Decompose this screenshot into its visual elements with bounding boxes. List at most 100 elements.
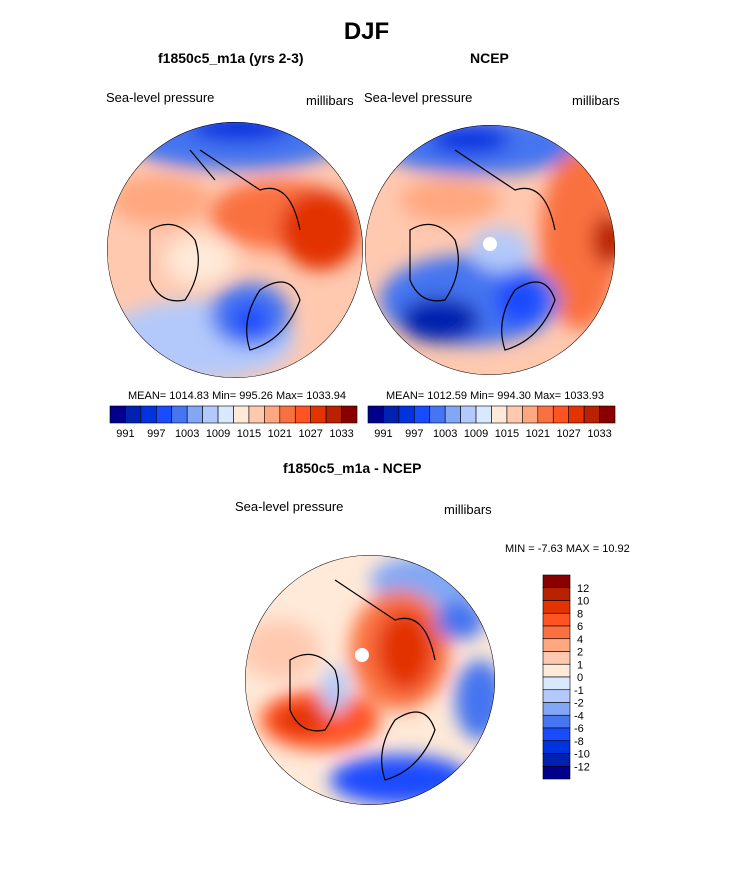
colorbar-box (264, 405, 281, 424)
colorbar-tick-label: 991 (374, 428, 392, 440)
colorbar-panel1: 991 997 1003 1009 1015 1021 1027 1033 (109, 405, 358, 440)
colorbar-tick-label: 991 (116, 428, 134, 440)
colorbar-box (444, 405, 461, 424)
colorbar-box (233, 405, 250, 424)
colorbar-tick-label: 1033 (329, 428, 353, 440)
colorbar-tick-label: -8 (574, 736, 584, 748)
colorbar-box (542, 740, 571, 754)
colorbar-tick-label: 1009 (206, 428, 230, 440)
colorbar-tick-label: 1033 (587, 428, 611, 440)
colorbar-box (542, 587, 571, 601)
colorbar-tick-label: -12 (574, 761, 590, 773)
colorbar-box (202, 405, 219, 424)
colorbar-box (537, 405, 554, 424)
panel1-title: f1850c5_m1a (yrs 2-3) (158, 50, 304, 66)
colorbar-tick-label: 1015 (495, 428, 519, 440)
colorbar-box (542, 574, 571, 589)
colorbar-box (217, 405, 234, 424)
colorbar-tick-label: 10 (577, 596, 589, 608)
colorbar-tick-label: 0 (577, 672, 583, 684)
colorbar-box (542, 663, 571, 678)
colorbar-box (140, 405, 157, 424)
colorbar-box (542, 612, 571, 627)
colorbar-box (125, 405, 142, 424)
colorbar-tick-label: 1009 (464, 428, 488, 440)
colorbar-box (542, 638, 571, 652)
colorbar-box (542, 625, 571, 640)
colorbar-box (583, 405, 600, 424)
colorbar-box (367, 405, 384, 424)
figure-title: DJF (343, 18, 390, 45)
panel3-left-label: Sea-level pressure (235, 499, 344, 514)
panel3-title: f1850c5_m1a - NCEP (283, 460, 422, 476)
colorbar-box (429, 405, 446, 424)
colorbar-box (171, 405, 188, 424)
panel1-map (107, 122, 363, 378)
colorbar-box (568, 405, 585, 424)
colorbar-box (542, 702, 571, 716)
colorbar-box (325, 405, 342, 424)
colorbar-box (294, 405, 311, 424)
colorbar-tick-label: -1 (574, 685, 584, 697)
colorbar-box (542, 689, 571, 703)
colorbar-box (542, 727, 571, 742)
colorbar-tick-label: 12 (577, 583, 589, 595)
panel2-left-label: Sea-level pressure (364, 90, 473, 105)
colorbar-tick-label: 8 (577, 608, 583, 620)
colorbar-box (542, 714, 571, 729)
colorbar-box (542, 651, 571, 665)
colorbar-box (156, 405, 173, 424)
colorbar-box (552, 405, 569, 424)
colorbar-box (109, 405, 126, 424)
panel2-map (365, 125, 615, 375)
panel2-stats: MEAN= 1012.59 Min= 994.30 Max= 1033.93 (386, 390, 605, 402)
panel1-left-label: Sea-level pressure (106, 90, 215, 105)
colorbar-tick-label: 1003 (433, 428, 457, 440)
colorbar-box (341, 405, 358, 424)
colorbar-tick-label: -10 (574, 749, 590, 761)
colorbar-tick-label: -4 (574, 710, 584, 722)
colorbar-box (542, 676, 571, 691)
colorbar-tick-label: 1 (577, 659, 583, 671)
colorbar-tick-label: 1027 (298, 428, 322, 440)
colorbar-tick-label: 2 (577, 647, 583, 659)
colorbar-box (186, 405, 203, 424)
panel2-right-label: millibars (572, 93, 620, 108)
colorbar-box (506, 405, 523, 424)
colorbar-box (599, 405, 616, 424)
colorbar-tick-label: 997 (147, 428, 165, 440)
panel1-stats: MEAN= 1014.83 Min= 995.26 Max= 1033.94 (128, 390, 347, 402)
colorbar-tick-label: -2 (574, 698, 584, 710)
panel1-right-label: millibars (306, 93, 354, 108)
colorbar-box (460, 405, 477, 424)
colorbar-tick-label: 1027 (556, 428, 580, 440)
colorbar-tick-label: 1003 (175, 428, 199, 440)
colorbar-box (491, 405, 508, 424)
panel3-map (245, 555, 495, 805)
colorbar-box (542, 765, 571, 780)
colorbar-tick-label: 1021 (268, 428, 292, 440)
colorbar-tick-label: 6 (577, 621, 583, 633)
colorbar-panel2: 991 997 1003 1009 1015 1021 1027 1033 (367, 405, 616, 440)
panel2-title: NCEP (470, 50, 509, 66)
colorbar-box (522, 405, 539, 424)
colorbar-box (310, 405, 327, 424)
colorbar-box (279, 405, 296, 424)
panel3-right-label: millibars (444, 502, 492, 517)
panel3-stats: MIN = -7.63 MAX = 10.92 (505, 543, 630, 555)
colorbar-box (475, 405, 492, 424)
colorbar-tick-label: 1015 (237, 428, 261, 440)
colorbar-box (383, 405, 400, 424)
colorbar-box (414, 405, 431, 424)
colorbar-box (542, 600, 571, 614)
colorbar-box (542, 753, 571, 767)
colorbar-tick-label: 4 (577, 634, 583, 646)
colorbar-tick-label: 997 (405, 428, 423, 440)
colorbar-box (248, 405, 265, 424)
colorbar-tick-label: -6 (574, 723, 584, 735)
colorbar-tick-label: 1021 (526, 428, 550, 440)
colorbar-box (398, 405, 415, 424)
